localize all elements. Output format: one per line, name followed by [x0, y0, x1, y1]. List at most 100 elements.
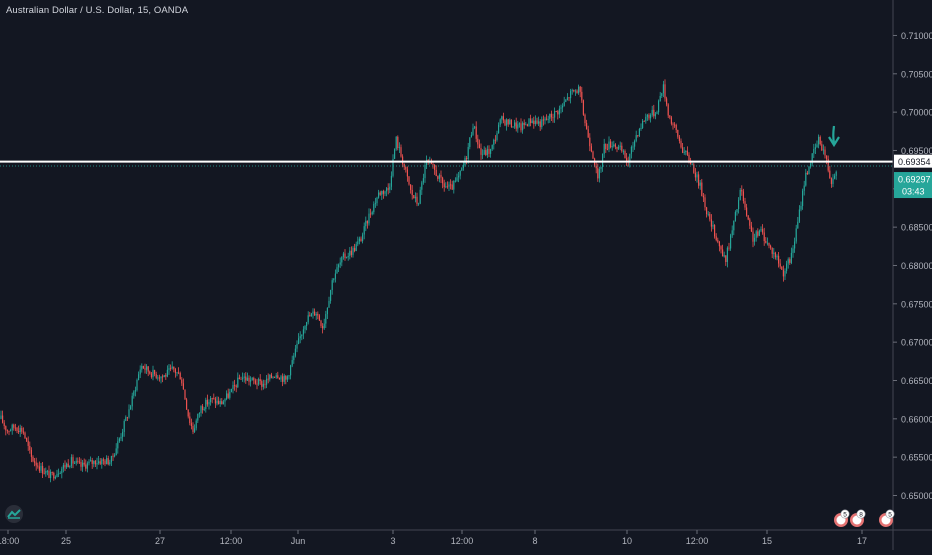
candle-body: [104, 460, 106, 465]
candle-body: [138, 374, 140, 380]
candle-body: [62, 465, 64, 469]
candle-body: [517, 124, 519, 129]
candle-body: [381, 190, 383, 195]
candle-body: [306, 322, 308, 327]
candle-body: [824, 149, 826, 156]
candle-body: [323, 323, 325, 329]
candle-body: [387, 188, 389, 190]
candle-body: [341, 256, 343, 263]
candle-body: [261, 381, 263, 387]
candle-body: [731, 230, 733, 236]
candle-body: [403, 164, 405, 167]
candle-body: [438, 174, 440, 179]
candle-body: [59, 473, 61, 474]
candle-body: [573, 90, 575, 92]
time-tick-label: 15: [762, 536, 772, 546]
candle-body: [150, 373, 152, 378]
candle-body: [742, 191, 744, 202]
candle-body: [632, 146, 634, 148]
candle-body: [264, 383, 266, 385]
candle-body: [139, 369, 141, 375]
candle-body: [11, 424, 13, 431]
candle-body: [168, 368, 170, 370]
candle-body: [638, 128, 640, 136]
candle-body: [443, 183, 445, 188]
candle-body: [530, 118, 532, 124]
candle-body: [254, 380, 256, 384]
candle-body: [602, 153, 604, 167]
event-marker-icon[interactable]: 5: [879, 509, 895, 527]
candle-body: [342, 253, 344, 257]
candle-body: [792, 248, 794, 253]
candle-body: [661, 93, 663, 96]
candle-body: [256, 383, 258, 385]
candle-body: [542, 119, 544, 121]
candle-body: [490, 149, 492, 154]
candle-body: [22, 431, 24, 433]
candle-body: [208, 402, 210, 405]
candle-body: [45, 471, 47, 474]
candle-body: [384, 191, 386, 194]
candle-body: [794, 241, 796, 249]
candle-body: [795, 228, 797, 242]
candle-body: [93, 460, 95, 464]
candle-body: [75, 460, 77, 464]
price-axis[interactable]: 0.65000 0.65500 0.66000 0.66500 0.67000 0.675…: [892, 0, 932, 550]
candle-body: [310, 313, 312, 317]
candle-body: [747, 215, 749, 220]
candle-body: [78, 461, 80, 463]
candle-body: [675, 124, 677, 130]
candle-body: [547, 118, 549, 120]
time-axis[interactable]: 18:00 25 27 12:00 Jun 3 12:00 8 10 12:00 15 17: [0, 529, 932, 546]
candle-body: [133, 391, 135, 396]
candle-body: [640, 128, 642, 129]
horizontal-line-price-tag[interactable]: [894, 154, 932, 168]
horizontal-line-layer[interactable]: [0, 160, 893, 167]
candle-body: [128, 409, 130, 418]
current-price-tag[interactable]: [894, 172, 932, 199]
candle-body: [694, 172, 696, 178]
price-tick-label: 0.66500: [901, 376, 932, 386]
candle-body: [253, 377, 255, 381]
candle-body: [35, 462, 37, 466]
candle-body: [66, 463, 68, 468]
candle-body: [773, 252, 775, 254]
candle-body: [274, 377, 276, 378]
candle-body: [826, 155, 828, 160]
time-tick-label: 12:00: [220, 536, 243, 546]
candle-body: [112, 455, 114, 457]
candle-body: [114, 455, 116, 457]
candle-body: [618, 146, 620, 149]
candle-body: [539, 121, 541, 128]
event-marker-icon[interactable]: 8: [850, 509, 866, 527]
candle-body: [624, 150, 626, 159]
candle-body: [445, 186, 447, 188]
candle-body: [646, 114, 648, 117]
candle-body: [818, 136, 820, 145]
candle-body: [507, 119, 509, 125]
time-tick-label: Jun: [291, 536, 306, 546]
tradingview-logo-icon[interactable]: [5, 505, 23, 523]
candle-body: [115, 448, 117, 456]
price-tick-label: 0.65500: [901, 453, 932, 463]
candle-body: [600, 166, 602, 170]
candle-body: [352, 248, 354, 255]
horizontal-line-price-label: 0.69354: [898, 157, 931, 167]
chart-title[interactable]: Australian Dollar / U.S. Dollar, 15, OAN…: [6, 5, 189, 16]
candle-body: [630, 146, 632, 154]
event-marker-icon[interactable]: 5: [834, 509, 850, 527]
candle-body: [502, 116, 504, 121]
candle-body: [603, 143, 605, 154]
candle-body: [70, 457, 72, 466]
candle-body: [538, 121, 540, 124]
candle-body: [416, 196, 418, 204]
candle-body: [19, 427, 21, 433]
candle-body: [246, 377, 248, 381]
candle-body: [414, 196, 416, 199]
candle-body: [667, 104, 669, 116]
candle-body: [394, 149, 396, 159]
event-marker-count-badge: [856, 509, 866, 519]
candle-body: [182, 383, 184, 390]
